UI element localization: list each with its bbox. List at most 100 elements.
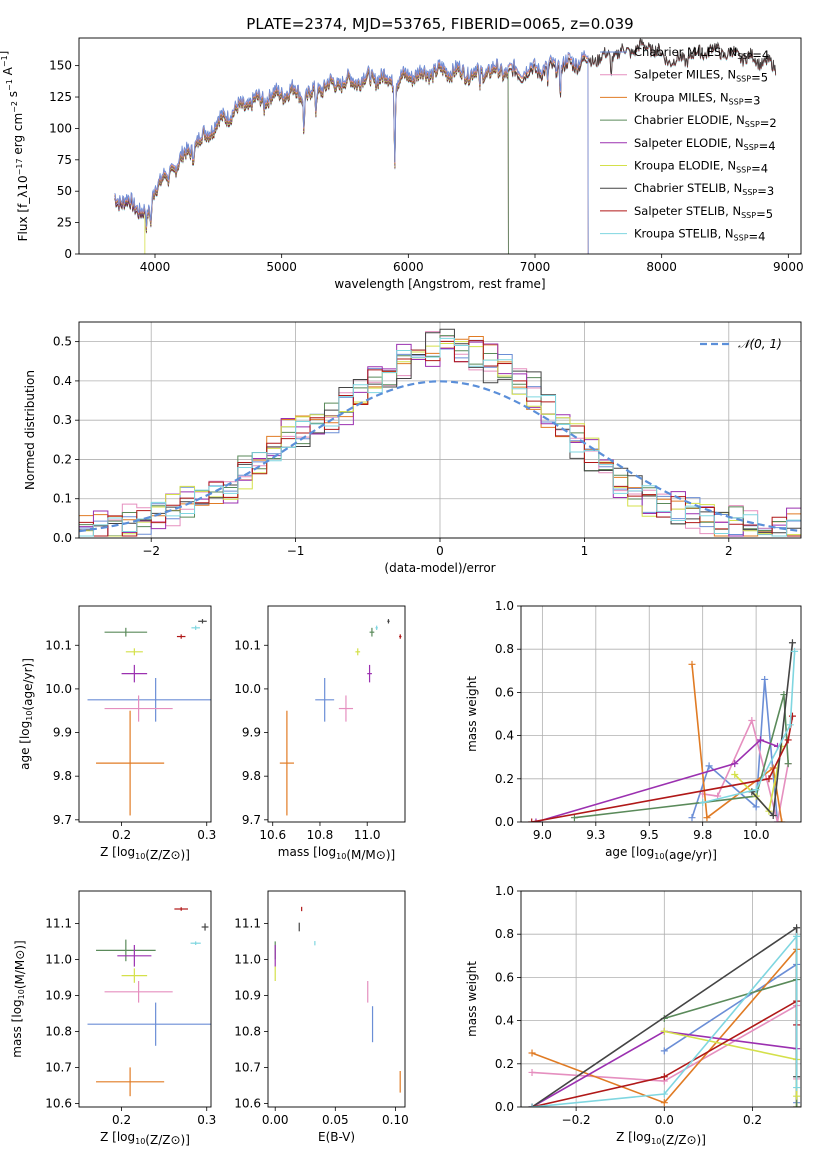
legend-label: Kroupa STELIB, NSSP=4 <box>634 227 765 244</box>
weight-marker-kroupa-stelib <box>791 647 799 655</box>
y-tick-label: 10.8 <box>45 1024 72 1038</box>
weight-marker-chabrier-miles <box>705 762 713 770</box>
x-tick-label: 8000 <box>646 260 677 274</box>
y-tick-label: 9.7 <box>53 813 72 827</box>
weight-line-salpeter-stelib <box>531 716 794 822</box>
x-tick-label: 0.10 <box>382 1113 409 1127</box>
x-axis-label: age [log10(age/yr)] <box>605 845 717 862</box>
x-tick-label: 9.3 <box>586 828 605 842</box>
x-tick-label: 0.2 <box>112 1113 131 1127</box>
y-tick-label: 0.0 <box>495 815 514 829</box>
weight-marker-chabrier-miles <box>688 814 696 822</box>
weight-marker-chabrier-stelib <box>793 924 801 932</box>
weight-marker-chabrier-elodie <box>784 760 792 768</box>
y-tick-label: 0.5 <box>53 335 72 349</box>
weight-marker-salpeter-miles <box>748 716 756 724</box>
weight-marker-kroupa-stelib <box>793 1084 801 1092</box>
axes-frame <box>78 37 802 255</box>
y-tick-label: 0.6 <box>495 685 514 699</box>
weight-marker-kroupa-miles <box>660 1099 668 1107</box>
y-tick-label: 10.9 <box>45 988 72 1002</box>
x-tick-label: −2 <box>142 544 160 558</box>
x-tick-label: 11.0 <box>354 828 381 842</box>
y-tick-label: 0.4 <box>495 1014 514 1028</box>
legend-label: Chabrier STELIB, NSSP=3 <box>634 181 774 198</box>
y-tick-label: 0.8 <box>495 642 514 656</box>
histogram-kroupa-stelib <box>79 337 801 538</box>
y-tick-label: 10.7 <box>45 1060 72 1074</box>
y-tick-label: 75 <box>57 153 72 167</box>
spectrum-line-chabrier-miles <box>114 50 589 254</box>
x-tick-label: 5000 <box>266 260 297 274</box>
y-tick-label: 0.1 <box>53 492 72 506</box>
y-tick-label: 9.9 <box>53 726 72 740</box>
y-tick-label: 50 <box>57 184 72 198</box>
y-tick-label: 0.6 <box>495 970 514 984</box>
y-tick-label: 0.0 <box>53 531 72 545</box>
y-axis-label: mass weight <box>465 961 479 1037</box>
x-axis-label: wavelength [Angstrom, rest frame] <box>334 277 545 291</box>
y-tick-label: 100 <box>49 121 72 135</box>
x-tick-label: −1 <box>287 544 305 558</box>
page-title: PLATE=2374, MJD=53765, FIBERID=0065, z=0… <box>246 15 633 33</box>
x-tick-label: 9.0 <box>533 828 552 842</box>
y-tick-label: 0.4 <box>495 729 514 743</box>
x-tick-label: 4000 <box>140 260 171 274</box>
x-tick-label: 10.6 <box>259 828 286 842</box>
weight-marker-salpeter-stelib <box>784 736 792 744</box>
y-tick-label: 10.1 <box>45 638 72 652</box>
weight-marker-chabrier-stelib <box>788 639 796 647</box>
weight-marker-chabrier-elodie <box>570 814 578 822</box>
y-tick-label: 0.8 <box>495 927 514 941</box>
y-tick-label: 10.9 <box>234 988 261 1002</box>
y-tick-label: 9.8 <box>53 769 72 783</box>
weight-line-chabrier-elodie <box>574 694 789 819</box>
weight-marker-chabrier-stelib <box>769 812 777 820</box>
axes-frame <box>267 605 406 823</box>
weight-marker-chabrier-miles <box>761 675 769 683</box>
plot-area <box>114 38 777 254</box>
plot-area <box>87 907 211 1097</box>
x-tick-label: 0 <box>436 544 444 558</box>
plot-area <box>79 328 801 538</box>
weight-marker-salpeter-elodie <box>756 736 764 744</box>
x-tick-label: 0.3 <box>197 1113 216 1127</box>
plot-area <box>528 639 799 822</box>
y-axis-label: age [log10(age/yr)] <box>18 658 35 770</box>
y-tick-label: 11.0 <box>45 952 72 966</box>
x-tick-label: 10.8 <box>307 828 334 842</box>
x-tick-label: 1 <box>581 544 589 558</box>
legend-label: Salpeter STELIB, NSSP=5 <box>634 204 773 221</box>
y-tick-label: 11.1 <box>45 916 72 930</box>
legend-label: Kroupa MILES, NSSP=3 <box>634 90 760 107</box>
x-tick-label: 2 <box>725 544 733 558</box>
weight-marker-salpeter-miles <box>528 1068 536 1076</box>
x-tick-label: −0.2 <box>562 1113 591 1127</box>
plot-area <box>528 924 801 1107</box>
spectrum-line-kroupa-elodie <box>144 62 509 254</box>
y-tick-label: 10.8 <box>234 1024 261 1038</box>
x-tick-label: 7000 <box>520 260 551 274</box>
legend-label-gaussian: 𝒩(0, 1) <box>738 337 782 351</box>
axes-frame <box>520 890 802 1108</box>
axes-frame <box>520 605 802 823</box>
weight-marker-chabrier-elodie <box>793 1103 801 1107</box>
y-tick-label: 11.1 <box>234 916 261 930</box>
gaussian-curve <box>79 380 801 533</box>
panel-mass_vs_ebv: 0.00 0.05 0.10 10.6 10.7 10.8 10.9 11.0 11.1 E(B-… <box>234 890 409 1144</box>
y-axis-label: Flux [f_λ10−17 erg cm−2 s−1 A−1] <box>0 51 30 242</box>
weight-marker-salpeter-stelib <box>765 775 773 783</box>
axes-frame <box>78 605 212 823</box>
y-tick-label: 10.6 <box>234 1096 261 1110</box>
y-tick-label: 9.8 <box>242 769 261 783</box>
y-tick-label: 10.6 <box>45 1096 72 1110</box>
weight-line-kroupa-stelib <box>531 934 798 1107</box>
plot-area <box>87 619 211 816</box>
weight-marker-kroupa-elodie <box>793 1092 801 1100</box>
x-tick-label: 0.0 <box>655 1113 674 1127</box>
legend-label: Kroupa ELODIE, NSSP=4 <box>634 159 768 176</box>
x-axis-label: Z [log10(Z/Z⊙)] <box>100 1130 190 1147</box>
axes-frame <box>78 321 802 539</box>
panel-weight_vs_age: 9.0 9.3 9.5 9.8 10.0 0.0 0.2 0.4 0.6 0.8 1.0 age [l… <box>465 599 802 862</box>
panel-residuals: −2 −1 0 1 2 0.0 0.1 0.2 0.3 0.4 0.5 (data-model)/er… <box>23 321 802 575</box>
